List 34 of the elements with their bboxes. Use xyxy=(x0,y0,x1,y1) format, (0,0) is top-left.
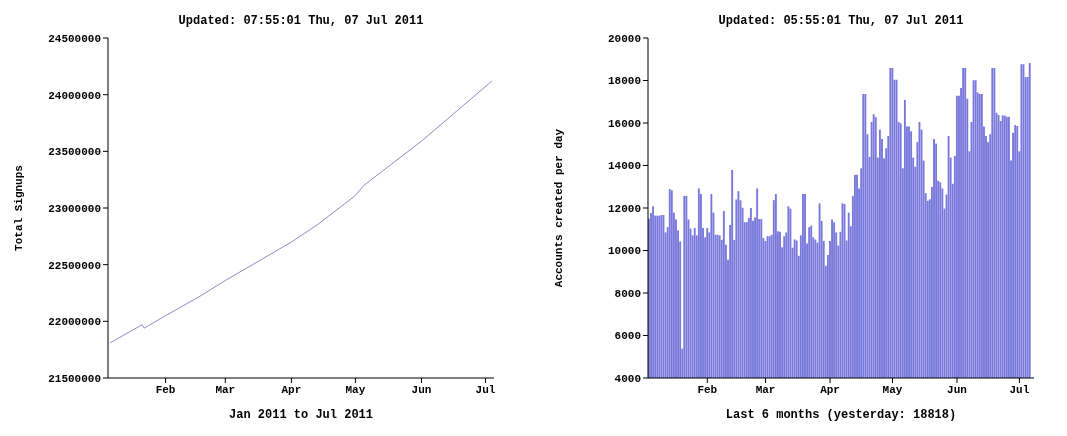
x-tick-label: Feb xyxy=(697,383,718,396)
x-tick-label: Apr xyxy=(281,383,302,396)
y-tick-label: 24500000 xyxy=(48,32,101,45)
y-tick-label: 14000 xyxy=(607,160,641,173)
x-tick-label: Apr xyxy=(820,383,840,396)
y-tick-label: 23000000 xyxy=(48,202,101,215)
y-axis-title: Accounts created per day xyxy=(552,128,565,288)
y-tick-label: 8000 xyxy=(614,287,641,300)
x-tick-label: Mar xyxy=(755,383,776,396)
y-tick-label: 22500000 xyxy=(48,259,101,272)
y-tick-label: 18000 xyxy=(607,75,641,88)
y-axis-title: Total Signups xyxy=(12,165,25,251)
x-tick-label: Jul xyxy=(1009,383,1030,396)
y-tick-label: 4000 xyxy=(614,372,641,385)
chart-title: Updated: 05:55:01 Thu, 07 Jul 2011 xyxy=(717,14,965,28)
x-axis-title: Last 6 months (yesterday: 18818) xyxy=(725,408,957,422)
x-tick-label: May xyxy=(345,383,366,396)
x-tick-label: Mar xyxy=(215,383,236,396)
y-tick-label: 20000 xyxy=(607,32,641,45)
y-tick-label: 21500000 xyxy=(48,372,101,385)
x-tick-label: Jul xyxy=(475,383,496,396)
x-tick-label: Jun xyxy=(947,383,967,396)
y-tick-label: 6000 xyxy=(614,330,641,343)
y-tick-label: 12000 xyxy=(607,202,641,215)
y-tick-label: 23500000 xyxy=(48,146,101,159)
x-tick-label: Jun xyxy=(411,383,432,396)
y-tick-label: 24000000 xyxy=(48,89,101,102)
y-tick-label: 16000 xyxy=(607,117,641,130)
x-axis-title: Jan 2011 to Jul 2011 xyxy=(228,408,374,422)
x-tick-label: May xyxy=(882,383,903,396)
y-tick-label: 22000000 xyxy=(48,316,101,329)
y-tick-label: 10000 xyxy=(607,245,641,258)
x-tick-label: Feb xyxy=(155,383,176,396)
chart-title: Updated: 07:55:01 Thu, 07 Jul 2011 xyxy=(177,14,425,28)
